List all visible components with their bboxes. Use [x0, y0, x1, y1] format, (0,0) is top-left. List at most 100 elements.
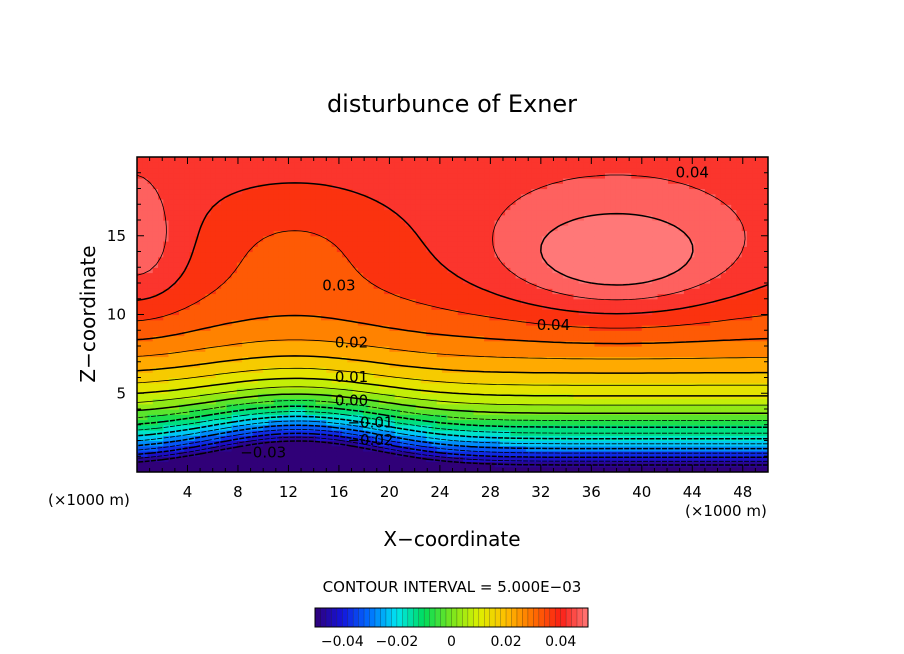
field-cell — [284, 204, 291, 211]
field-cell — [194, 225, 201, 232]
field-cell — [363, 167, 369, 174]
field-cell — [278, 382, 285, 389]
field-cell — [210, 304, 217, 310]
field-cell — [531, 267, 538, 274]
field-cell — [147, 167, 154, 174]
field-cell — [399, 241, 406, 247]
field-cell — [289, 220, 296, 226]
field-cell — [347, 419, 354, 426]
field-cell — [420, 419, 427, 426]
field-cell — [463, 193, 469, 200]
field-cell — [294, 346, 301, 352]
field-cell — [552, 204, 559, 211]
field-cell — [179, 304, 185, 310]
field-cell — [263, 361, 270, 368]
field-cell — [210, 340, 217, 347]
field-cell — [236, 251, 243, 258]
field-cell — [520, 456, 527, 463]
field-cell — [268, 325, 275, 331]
field-cell — [347, 204, 354, 211]
field-cell — [263, 272, 270, 279]
field-cell — [142, 325, 149, 331]
field-cell — [541, 199, 548, 205]
field-cell — [357, 466, 364, 472]
field-cell — [210, 220, 217, 226]
field-cell — [515, 466, 522, 472]
field-cell — [179, 204, 185, 211]
field-cell — [405, 167, 412, 174]
field-cell — [463, 220, 469, 226]
field-cell — [505, 319, 511, 326]
field-cell — [520, 204, 527, 211]
field-cell — [231, 235, 238, 242]
field-cell — [431, 456, 438, 463]
field-cell — [137, 235, 143, 242]
field-cell — [336, 335, 343, 342]
field-cell — [273, 288, 280, 295]
field-cell — [342, 162, 348, 169]
field-cell — [189, 172, 196, 179]
field-cell — [494, 372, 501, 379]
field-cell — [384, 330, 390, 337]
field-cell — [252, 199, 259, 205]
field-cell — [447, 309, 454, 316]
field-cell — [284, 388, 291, 394]
field-cell — [137, 162, 143, 169]
field-cell — [489, 325, 496, 331]
field-cell — [520, 172, 527, 179]
field-cell — [221, 293, 227, 300]
field-cell — [473, 325, 480, 331]
field-cell — [499, 230, 506, 237]
field-cell — [226, 372, 233, 379]
field-cell — [137, 346, 143, 352]
field-cell — [468, 419, 475, 426]
field-cell — [389, 162, 396, 169]
field-cell — [552, 209, 559, 216]
field-cell — [163, 409, 170, 415]
field-cell — [357, 193, 364, 200]
field-cell — [152, 183, 159, 190]
field-cell — [221, 251, 227, 258]
field-cell — [568, 220, 575, 226]
field-cell — [384, 220, 390, 226]
field-cell — [268, 225, 275, 232]
field-cell — [420, 430, 427, 436]
field-cell — [147, 419, 154, 426]
field-cell — [384, 377, 390, 384]
field-cell — [205, 388, 212, 394]
field-cell — [147, 251, 154, 258]
field-cell — [278, 256, 285, 263]
field-cell — [300, 356, 306, 363]
field-cell — [394, 382, 401, 389]
field-cell — [352, 367, 359, 373]
field-cell — [331, 372, 338, 379]
field-cell — [531, 356, 538, 363]
field-cell — [158, 314, 164, 321]
field-cell — [541, 204, 548, 211]
field-cell — [489, 293, 496, 300]
field-cell — [173, 440, 180, 447]
field-cell — [352, 409, 359, 415]
field-cell — [200, 461, 206, 468]
field-cell — [447, 325, 454, 331]
field-cell — [478, 424, 485, 431]
field-cell — [158, 199, 164, 205]
field-cell — [352, 330, 359, 337]
field-cell — [236, 209, 243, 216]
field-cell — [473, 204, 480, 211]
field-cell — [210, 188, 217, 195]
field-cell — [200, 246, 206, 253]
field-cell — [163, 162, 170, 169]
field-cell — [420, 414, 427, 421]
field-cell — [221, 372, 227, 379]
field-cell — [441, 456, 448, 463]
field-cell — [278, 314, 285, 321]
field-cell — [363, 435, 369, 442]
field-cell — [431, 361, 438, 368]
field-cell — [300, 330, 306, 337]
field-cell — [247, 330, 254, 337]
field-cell — [426, 272, 433, 279]
field-cell — [347, 388, 354, 394]
field-cell — [384, 403, 390, 410]
field-cell — [194, 199, 201, 205]
